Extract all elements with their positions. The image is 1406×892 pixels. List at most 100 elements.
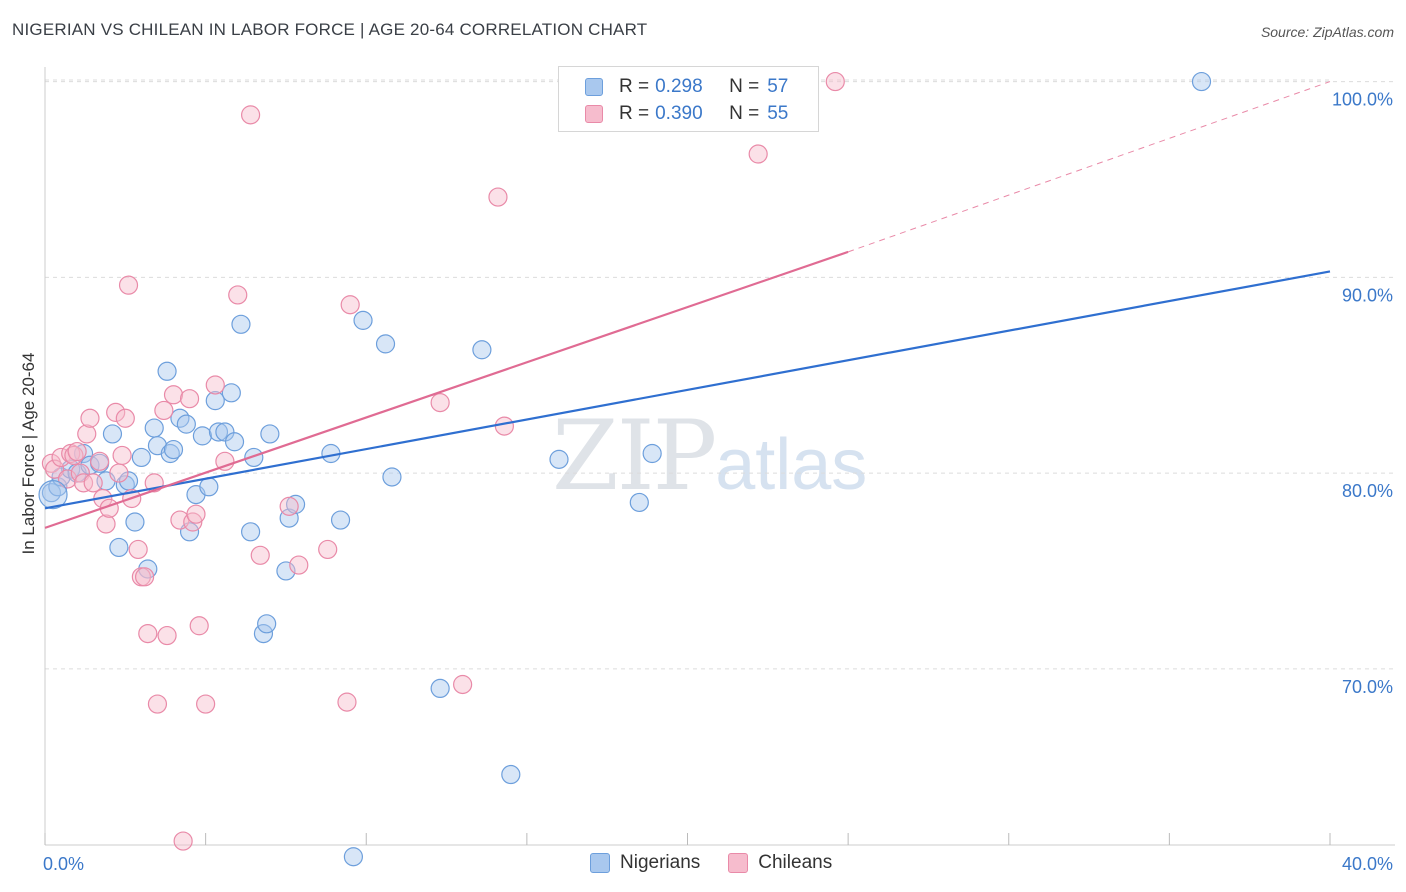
chilean-point bbox=[45, 459, 65, 479]
nigerian-point bbox=[109, 537, 129, 558]
chilean-point bbox=[134, 567, 155, 587]
nigerians-swatch bbox=[585, 78, 603, 96]
nigerian-point bbox=[257, 614, 277, 634]
nigerian-point bbox=[224, 432, 245, 452]
nigerian-point bbox=[38, 480, 68, 510]
chilean-point bbox=[96, 514, 116, 534]
nigerian-point bbox=[241, 522, 261, 542]
legend-n-value: 57 bbox=[767, 76, 789, 97]
nigerian-point bbox=[330, 510, 351, 530]
chilean-point bbox=[118, 275, 139, 295]
series-legend: Nigerians Chileans bbox=[590, 852, 860, 874]
legend-item-chileans[interactable]: Chileans bbox=[728, 852, 832, 874]
nigerians-swatch bbox=[590, 853, 610, 873]
chilean-point bbox=[173, 831, 193, 851]
nigerian-point bbox=[430, 678, 450, 699]
nigerian-point bbox=[549, 449, 569, 469]
chilean-point bbox=[147, 694, 168, 714]
chilean-point bbox=[179, 389, 200, 409]
nigerian-point bbox=[192, 426, 213, 446]
chilean-point bbox=[67, 441, 87, 462]
y-axis-label: In Labor Force | Age 20-64 bbox=[19, 353, 38, 555]
stats-legend: R = 0.298 N = 57 R = 0.390 N = 55 bbox=[558, 66, 819, 132]
legend-n-label: N = bbox=[729, 76, 760, 97]
chilean-point bbox=[430, 393, 450, 413]
legend-item-nigerians[interactable]: Nigerians bbox=[590, 852, 700, 874]
legend-row-chileans: R = 0.390 N = 55 bbox=[585, 100, 788, 128]
chilean-point bbox=[250, 545, 270, 565]
nigerian-point bbox=[215, 422, 235, 442]
nigerian-point bbox=[375, 334, 396, 354]
chilean-point bbox=[80, 408, 100, 428]
watermark-atlas: atlas bbox=[715, 425, 868, 505]
chileans-swatch bbox=[728, 853, 749, 873]
nigerian-point bbox=[382, 467, 402, 487]
chilean-point bbox=[109, 463, 129, 483]
nigerian-point bbox=[353, 310, 373, 330]
chilean-point bbox=[138, 623, 158, 644]
watermark: ZIPatlas bbox=[552, 400, 867, 512]
nigerians-trend-line bbox=[44, 270, 1331, 510]
nigerian-point bbox=[501, 764, 521, 785]
y-tick-label: 80.0% bbox=[1342, 481, 1393, 501]
nigerian-point bbox=[125, 512, 145, 532]
legend-n-value: 55 bbox=[767, 103, 789, 124]
chilean-point bbox=[163, 385, 184, 405]
chilean-point bbox=[205, 375, 225, 395]
chilean-point bbox=[289, 555, 309, 575]
chart-title: NIGERIAN VS CHILEAN IN LABOR FORCE | AGE… bbox=[12, 20, 648, 39]
x-tick-label: 0.0% bbox=[43, 854, 84, 874]
legend-n-label: N = bbox=[729, 103, 760, 124]
nigerian-point bbox=[472, 340, 492, 360]
y-tick-label: 70.0% bbox=[1342, 677, 1393, 697]
nigerian-point bbox=[244, 447, 264, 468]
chilean-point bbox=[453, 674, 473, 695]
y-tick-label: 90.0% bbox=[1342, 285, 1393, 305]
watermark-zip: ZIP bbox=[552, 400, 717, 512]
chilean-point bbox=[340, 295, 360, 315]
legend-r-label: R = bbox=[619, 76, 650, 97]
chilean-point bbox=[77, 424, 97, 444]
legend-r-value: 0.390 bbox=[655, 103, 703, 124]
chilean-point bbox=[215, 451, 235, 471]
chilean-point bbox=[106, 402, 126, 422]
nigerian-point bbox=[260, 424, 280, 444]
chilean-point bbox=[825, 71, 845, 92]
nigerian-point bbox=[144, 418, 164, 438]
nigerian-point bbox=[131, 447, 151, 468]
nigerian-point bbox=[1191, 71, 1212, 92]
legend-row-nigerians: R = 0.298 N = 57 bbox=[585, 73, 788, 101]
nigerian-point bbox=[231, 314, 251, 334]
nigerian-point bbox=[221, 383, 241, 403]
chilean-point bbox=[90, 451, 110, 471]
legend-label-chileans: Chileans bbox=[758, 852, 833, 873]
chilean-point bbox=[494, 416, 514, 436]
chilean-point bbox=[154, 400, 174, 421]
nigerian-point bbox=[208, 422, 229, 442]
chileans-trend-extension bbox=[847, 81, 1331, 253]
chilean-point bbox=[73, 473, 94, 493]
chilean-point bbox=[196, 694, 216, 714]
chilean-point bbox=[488, 187, 508, 207]
chilean-point bbox=[112, 445, 132, 466]
y-tick-label: 100.0% bbox=[1332, 90, 1393, 110]
chilean-point bbox=[186, 504, 206, 524]
nigerian-point bbox=[343, 847, 363, 867]
nigerian-point bbox=[157, 361, 177, 381]
chilean-point bbox=[318, 539, 338, 560]
legend-r-label: R = bbox=[619, 103, 650, 124]
nigerian-point bbox=[642, 443, 662, 464]
chilean-point bbox=[228, 285, 248, 305]
source-label: Source: ZipAtlas.com bbox=[1260, 24, 1394, 40]
legend-label-nigerians: Nigerians bbox=[620, 852, 701, 873]
chilean-point bbox=[279, 496, 299, 516]
nigerian-point bbox=[176, 414, 196, 434]
nigerian-point bbox=[629, 492, 649, 513]
x-tick-label: 40.0% bbox=[1342, 854, 1393, 874]
chilean-point bbox=[128, 539, 148, 560]
nigerian-point bbox=[205, 391, 225, 411]
nigerian-point bbox=[102, 424, 123, 444]
chilean-point bbox=[189, 616, 209, 636]
chilean-point bbox=[41, 453, 62, 473]
